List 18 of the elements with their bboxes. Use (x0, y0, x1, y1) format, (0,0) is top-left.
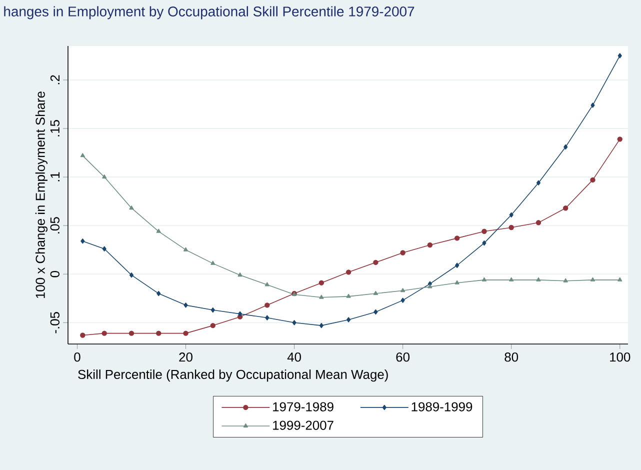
x-tick-label: 80 (504, 352, 518, 362)
y-tick-label: -.05 (50, 312, 60, 334)
y-tick-label: .05 (50, 217, 60, 234)
x-tick-label: 0 (74, 352, 80, 362)
chart-title: hanges in Employment by Occupational Skill Percentile 1979-2007 (4, 6, 414, 20)
y-tick-label: 0 (50, 271, 60, 278)
legend-label: 1999-2007 (273, 420, 334, 430)
y-tick-label: .2 (50, 75, 60, 84)
y-axis-title: 100 x Change in Employment Share (35, 92, 48, 298)
x-tick-label: 20 (179, 352, 192, 362)
x-tick-label: 100 (610, 352, 630, 362)
y-tick-label: .1 (50, 172, 60, 182)
y-tick-label: .15 (50, 120, 60, 136)
x-tick-label: 40 (287, 352, 301, 362)
x-tick-label: 60 (396, 352, 410, 362)
legend-label: 1989-1999 (412, 402, 472, 412)
x-axis-title: Skill Percentile (Ranked by Occupational Mean Wage) (78, 370, 388, 382)
legend-label: 1979-1989 (273, 402, 334, 412)
